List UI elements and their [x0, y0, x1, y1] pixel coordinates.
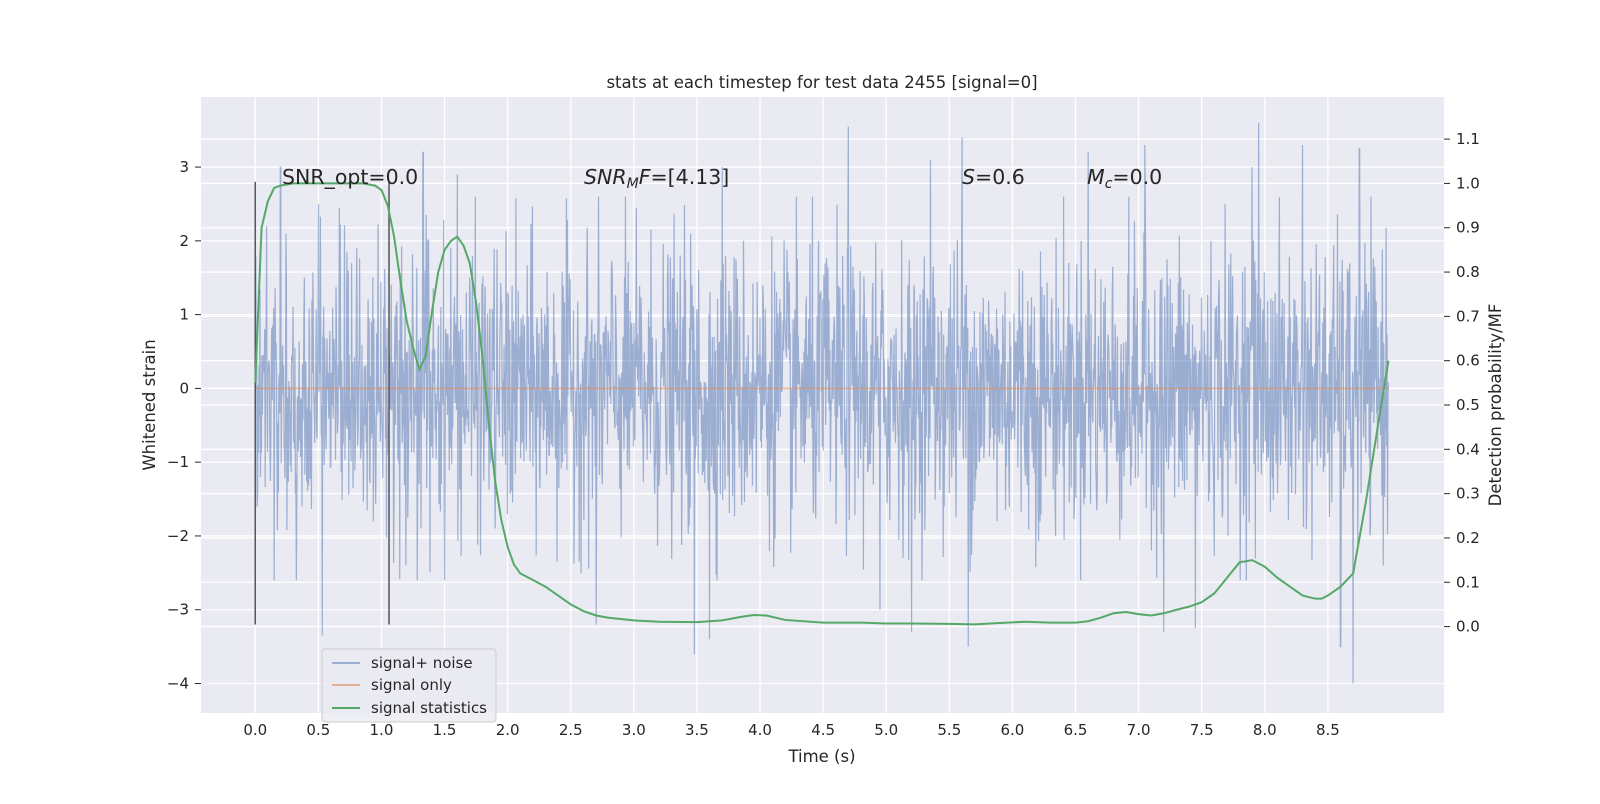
- y2-tick-label: 0.7: [1456, 307, 1480, 325]
- y2-axis-label: Detection probability/MF: [1486, 304, 1505, 507]
- x-tick-label: 1.0: [370, 721, 394, 739]
- x-tick-label: 4.0: [748, 721, 772, 739]
- y-tick-label: −1: [167, 453, 189, 471]
- x-tick-label: 7.5: [1190, 721, 1214, 739]
- x-tick-label: 5.0: [874, 721, 898, 739]
- x-axis-label: Time (s): [787, 747, 855, 766]
- y2-tick-label: 0.6: [1456, 352, 1480, 370]
- y2-tick-label: 0.0: [1456, 618, 1480, 636]
- y2-tick-label: 0.3: [1456, 485, 1480, 503]
- y2-tick-label: 0.9: [1456, 219, 1480, 237]
- series-signal-statistics: [254, 182, 1390, 626]
- y-tick-label: −3: [167, 601, 189, 619]
- y-axis-ticks: 3 2 1 0 −1 −2 −3 −4: [167, 158, 201, 692]
- y-tick-label: 1: [179, 306, 189, 324]
- y-tick-label: 0: [179, 379, 189, 397]
- y2-axis-ticks: 1.1 1.0 0.9 0.8 0.7 0.6 0.5 0.4 0.3 0.2 0.1 0.0: [1444, 130, 1480, 636]
- legend: signal+ noise signal only signal statist…: [321, 648, 497, 723]
- x-tick-label: 8.5: [1316, 721, 1340, 739]
- y2-tick-label: 0.2: [1456, 529, 1480, 547]
- legend-label-noise: signal+ noise: [371, 654, 473, 672]
- x-tick-label: 3.5: [685, 721, 709, 739]
- legend-label-stats: signal statistics: [371, 699, 487, 717]
- x-axis-ticks: 0.0 0.5 1.0 1.5 2.0 2.5 3.0 3.5 4.0 4.5 5.0 5.5 6.0 6…: [243, 721, 1339, 739]
- y2-tick-label: 0.4: [1456, 440, 1480, 458]
- x-tick-label: 0.0: [243, 721, 267, 739]
- annotation-mc: Mc=0.0: [1087, 165, 1162, 192]
- x-tick-label: 0.5: [306, 721, 330, 739]
- x-tick-label: 6.5: [1064, 721, 1088, 739]
- y2-tick-label: 1.1: [1456, 130, 1480, 148]
- x-tick-label: 6.0: [1000, 721, 1024, 739]
- chart-title: stats at each timestep for test data 245…: [606, 73, 1037, 92]
- y-tick-label: 3: [179, 158, 189, 176]
- series-signal-plus-noise: [254, 122, 1390, 684]
- y-axis-label: Whitened strain: [140, 339, 159, 470]
- x-tick-label: 8.0: [1253, 721, 1277, 739]
- x-tick-label: 4.5: [811, 721, 835, 739]
- y-tick-label: −4: [167, 674, 189, 692]
- y-tick-label: 2: [179, 232, 189, 250]
- legend-box: [321, 648, 497, 723]
- x-tick-label: 1.5: [433, 721, 457, 739]
- y2-tick-label: 1.0: [1456, 174, 1480, 192]
- y2-tick-label: 0.8: [1456, 263, 1480, 281]
- annotation-snr-opt: SNR_opt=0.0: [282, 165, 418, 190]
- annotation-snr-mf: SNRMF=[4.13]: [584, 165, 729, 192]
- annotation-s: S=0.6: [962, 165, 1025, 189]
- y2-tick-label: 0.1: [1456, 573, 1480, 591]
- x-tick-label: 7.0: [1127, 721, 1151, 739]
- y2-tick-label: 0.5: [1456, 396, 1480, 414]
- y-tick-label: −2: [167, 527, 189, 545]
- legend-label-signal: signal only: [371, 676, 452, 694]
- x-tick-label: 2.0: [496, 721, 520, 739]
- x-tick-label: 3.0: [622, 721, 646, 739]
- x-tick-label: 2.5: [559, 721, 583, 739]
- x-tick-label: 5.5: [937, 721, 961, 739]
